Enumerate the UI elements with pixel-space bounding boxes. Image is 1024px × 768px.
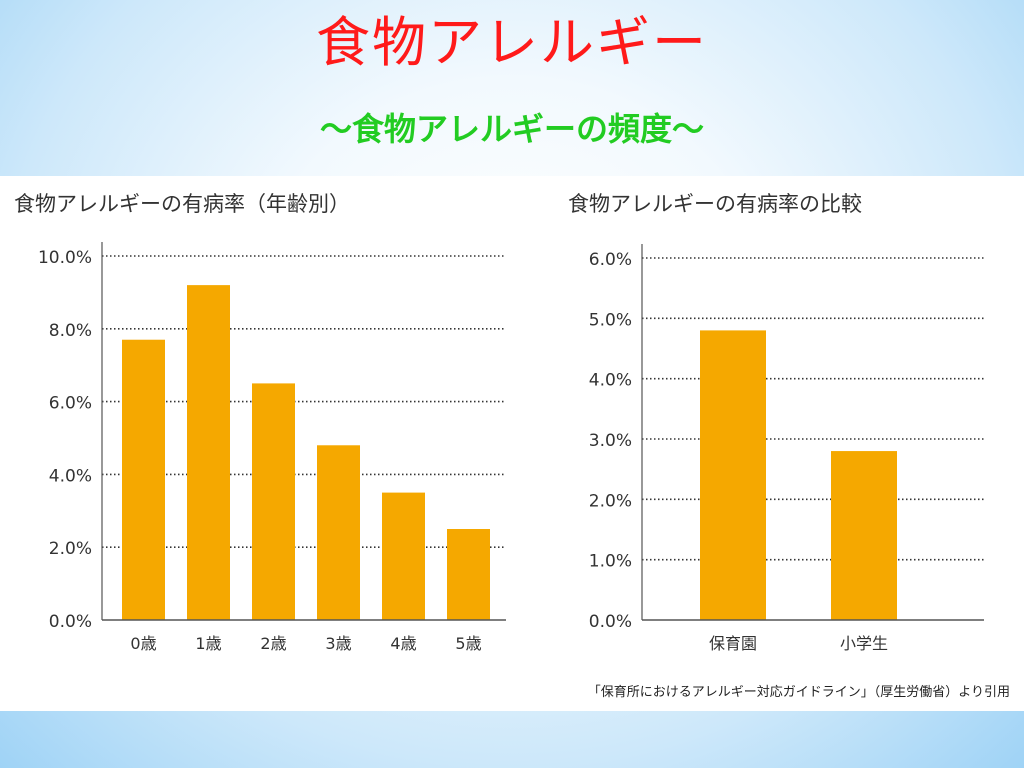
x-tick-label: 1歳 <box>195 634 221 653</box>
y-tick-label: 4.0% <box>589 371 632 391</box>
x-tick-label: 0歳 <box>130 634 156 653</box>
y-tick-label: 0.0% <box>589 612 632 632</box>
bar <box>317 445 360 620</box>
y-tick-label: 2.0% <box>49 539 92 559</box>
y-tick-label: 2.0% <box>589 491 632 511</box>
chart-title-comparison: 食物アレルギーの有病率の比較 <box>568 192 862 216</box>
y-tick-label: 6.0% <box>49 394 92 414</box>
chart-title-by-age: 食物アレルギーの有病率（年齢別） <box>14 192 350 216</box>
bar <box>382 492 425 620</box>
bar <box>447 529 490 620</box>
y-tick-label: 8.0% <box>49 321 92 341</box>
x-tick-label: 3歳 <box>325 634 351 653</box>
x-tick-label: 5歳 <box>455 634 481 653</box>
bar <box>252 383 295 620</box>
bar-chart-by-age: 0.0% 2.0% 4.0% 6.0% 8.0% 10.0% 0歳 1歳 2歳 3歳 4歳 5歳 <box>38 242 506 653</box>
y-tick-label: 4.0% <box>49 466 92 486</box>
y-tick-label: 3.0% <box>589 431 632 451</box>
y-tick-label: 1.0% <box>589 552 632 572</box>
y-tick-label: 10.0% <box>38 248 92 268</box>
slide-title: 食物アレルギー <box>316 11 708 74</box>
bar-chart-comparison: 0.0% 1.0% 2.0% 3.0% 4.0% 5.0% 6.0% 保育園 小学生 <box>589 244 984 653</box>
x-tick-label: 保育園 <box>709 634 757 653</box>
y-tick-label: 5.0% <box>589 310 632 330</box>
bar <box>122 339 165 620</box>
y-tick-label: 0.0% <box>49 612 92 632</box>
x-tick-label: 小学生 <box>840 634 888 653</box>
bar <box>187 285 230 620</box>
bar <box>700 330 766 620</box>
bar <box>831 451 897 620</box>
y-tick-label: 6.0% <box>589 250 632 270</box>
source-citation: 「保育所におけるアレルギー対応ガイドライン」（厚生労働省）より引用 <box>587 685 1010 700</box>
x-tick-label: 4歳 <box>390 634 416 653</box>
x-tick-label: 2歳 <box>260 634 286 653</box>
chart-panel: 食物アレルギーの有病率（年齢別） 食物アレルギーの有病率の比較 0.0% 2.0%… <box>0 176 1024 711</box>
slide-subtitle: ～食物アレルギーの頻度～ <box>319 110 704 148</box>
